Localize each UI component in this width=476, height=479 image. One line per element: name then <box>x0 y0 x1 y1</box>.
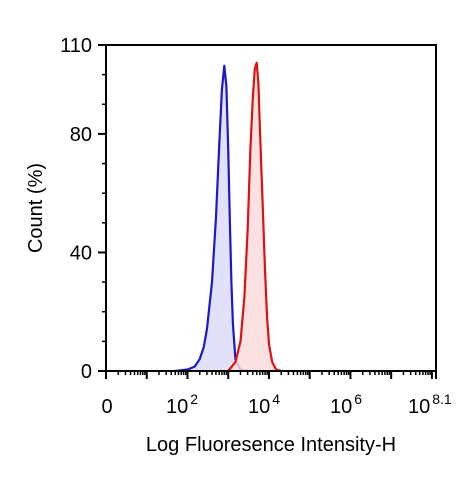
x-axis: 0 10 2 10 4 10 6 10 8.1 <box>101 371 452 418</box>
series-0-line <box>175 64 248 373</box>
y-tick-label: 80 <box>70 124 92 146</box>
plot-frame <box>105 44 437 372</box>
y-tick-label: 0 <box>81 361 92 383</box>
y-axis: 0 40 80 110 <box>60 35 106 383</box>
series-layer <box>175 61 282 373</box>
x-tick-label: 10 8.1 <box>408 391 452 418</box>
x-tick-label: 10 6 <box>330 391 362 418</box>
series-1-fill <box>228 62 282 372</box>
x-tick-label: 10 2 <box>166 391 198 418</box>
y-tick-label: 110 <box>60 35 92 57</box>
series-1-line <box>227 61 282 373</box>
y-tick-label: 40 <box>70 242 92 264</box>
x-tick-label: 10 4 <box>248 391 280 418</box>
y-axis-title: Count (%) <box>25 163 47 253</box>
series-0-fill <box>175 65 248 371</box>
x-axis-title: Log Fluoresence Intensity-H <box>146 434 396 456</box>
x-tick-label: 0 <box>101 396 112 418</box>
